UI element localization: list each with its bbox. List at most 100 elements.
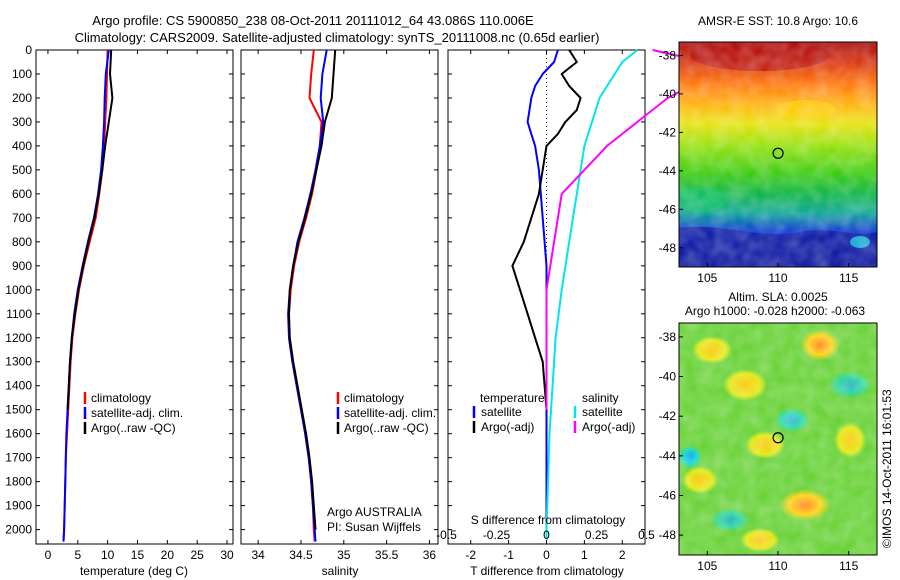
temperature-frame	[35, 49, 234, 545]
depth-tick-label: 100	[12, 67, 32, 81]
sst-argo-location-marker	[772, 147, 784, 159]
sla-map-subtitle: Argo h1000: -0.028 h2000: -0.063	[685, 304, 865, 318]
x-tick-label: 1	[581, 548, 588, 562]
map-x-tick-label: 105	[697, 271, 717, 285]
x-tick-label: 35	[337, 548, 351, 562]
depth-tick-label: 1700	[5, 451, 32, 465]
legend-label-satellite: satellite-adj. clim.	[91, 406, 183, 420]
depth-tick-label: 1400	[5, 379, 32, 393]
depth-tick-label: 1500	[5, 403, 32, 417]
difference-legend: temperature salinity satellite Argo(-adj…	[472, 391, 635, 434]
series-line-0-2	[66, 49, 114, 410]
depth-tick-label: 900	[12, 259, 32, 273]
map-x-tick-label: 110	[768, 271, 787, 285]
x-tick-label: 10	[101, 548, 115, 562]
x-tick-label: -1	[503, 548, 514, 562]
map-y-tick-label: -38	[659, 48, 677, 62]
depth-tick-label: 1100	[6, 307, 32, 321]
series-line-0-1	[62, 49, 110, 542]
legend-label-argo: Argo(..raw -QC)	[344, 421, 429, 435]
depth-tick-label: 800	[12, 235, 32, 249]
x-tick-label: 2	[619, 548, 626, 562]
depth-tick-label: 700	[12, 211, 32, 225]
series-line-0-0	[62, 49, 109, 542]
annotation-pi: PI: Susan Wijffels	[327, 520, 421, 534]
annotation-argo-australia: Argo AUSTRALIA	[327, 505, 422, 519]
depth-tick-label: 1300	[5, 355, 32, 369]
s-difference-tick-label: -0.5	[436, 528, 457, 542]
x-tick-label: 15	[131, 548, 145, 562]
map-y-tick-label: -42	[659, 125, 677, 139]
temperature-panel: 0100200300400500600700800900100011001200…	[5, 43, 234, 578]
sst-heatmap	[679, 42, 877, 267]
sla-map-panel: Altim. SLA: 0.0025 Argo h1000: -0.028 h2…	[659, 290, 878, 573]
legend-label-climatology: climatology	[91, 391, 151, 405]
t-difference-axis-label: T difference from climatology	[470, 564, 624, 578]
sst-map-title: AMSR-E SST: 10.8 Argo: 10.6	[698, 14, 858, 28]
map-y-tick-label: -48	[659, 528, 677, 542]
depth-tick-label: 0	[25, 43, 32, 57]
x-tick-label: 0	[45, 548, 52, 562]
s-difference-tick-label: 0.25	[585, 528, 609, 542]
sla-argo-location-marker	[772, 432, 784, 444]
depth-tick-label: 200	[12, 91, 32, 105]
map-y-tick-label: -44	[659, 449, 677, 463]
legend-label-t-satellite: satellite	[481, 405, 522, 419]
depth-tick-label: 1800	[5, 475, 32, 489]
map-y-tick-label: -40	[659, 87, 677, 101]
salinity-legend: climatology satellite-adj. clim. Argo(..…	[336, 391, 436, 435]
temperature-legend: climatology satellite-adj. clim. Argo(..…	[83, 391, 183, 435]
header-line-2: Climatology: CARS2009. Satellite-adjuste…	[75, 30, 600, 45]
s-difference-tick-label: -0.25	[483, 528, 511, 542]
x-tick-label: 34.5	[289, 548, 313, 562]
s-difference-axis-label: S difference from climatology	[471, 513, 626, 527]
s-difference-tick-label: 0.5	[638, 528, 655, 542]
x-tick-label: 34	[251, 548, 265, 562]
legend-label-t-argo: Argo(-adj)	[481, 420, 534, 434]
map-y-tick-label: -40	[659, 370, 677, 384]
map-y-tick-label: -48	[659, 241, 677, 255]
map-x-tick-label: 115	[839, 559, 858, 573]
depth-tick-label: 2000	[5, 523, 32, 537]
x-tick-label: 35.5	[375, 548, 399, 562]
sla-heatmap	[679, 323, 877, 555]
map-y-tick-label: -46	[659, 489, 677, 503]
depth-tick-label: 1200	[5, 331, 32, 345]
depth-tick-label: 1600	[5, 427, 32, 441]
map-x-tick-label: 105	[697, 559, 717, 573]
x-tick-label: -2	[465, 548, 476, 562]
salinity-axis-label: salinity	[322, 564, 359, 578]
sla-map-title: Altim. SLA: 0.0025	[728, 290, 828, 304]
depth-tick-label: 1000	[5, 283, 32, 297]
imos-credit: ©IMOS 14-Oct-2011 16:01:53	[880, 389, 894, 548]
legend-label-climatology: climatology	[344, 391, 404, 405]
sst-map-panel: AMSR-E SST: 10.8 Argo: 10.6 105 110 115 -38…	[659, 14, 878, 285]
series-line-1-0	[288, 49, 323, 542]
legend-label-s-argo: Argo(-adj)	[582, 420, 635, 434]
s-difference-tick-label: 0	[543, 528, 550, 542]
s-difference-tick-labels: -0.5 -0.25 0 0.25 0.5	[436, 528, 655, 542]
depth-tick-label: 400	[12, 139, 32, 153]
depth-tick-label: 1900	[5, 499, 32, 513]
map-y-tick-label: -38	[659, 330, 677, 344]
series-line-2-2	[545, 49, 639, 540]
depth-tick-label: 300	[12, 115, 32, 129]
header-line-1: Argo profile: CS 5900850_238 08-Oct-2011…	[92, 13, 534, 28]
legend-label-argo: Argo(..raw -QC)	[91, 421, 176, 435]
x-tick-label: 20	[161, 548, 175, 562]
x-tick-label: 0	[543, 548, 550, 562]
x-tick-label: 5	[74, 548, 81, 562]
series-line-2-0	[526, 49, 559, 540]
map-x-tick-label: 115	[839, 271, 858, 285]
legend-title-temperature: temperature	[480, 391, 545, 405]
map-y-tick-label: -46	[659, 202, 677, 216]
series-line-2-1	[511, 49, 582, 410]
salinity-frame	[240, 49, 439, 545]
depth-tick-label: 600	[12, 187, 32, 201]
map-y-tick-label: -44	[659, 164, 677, 178]
x-tick-label: 36	[423, 548, 437, 562]
depth-tick-labels: 0 100 200 300 400 500 600 700 800 900 1000 1100 1200…	[5, 43, 32, 537]
legend-label-satellite: satellite-adj. clim.	[344, 406, 436, 420]
x-tick-label: 25	[191, 548, 205, 562]
